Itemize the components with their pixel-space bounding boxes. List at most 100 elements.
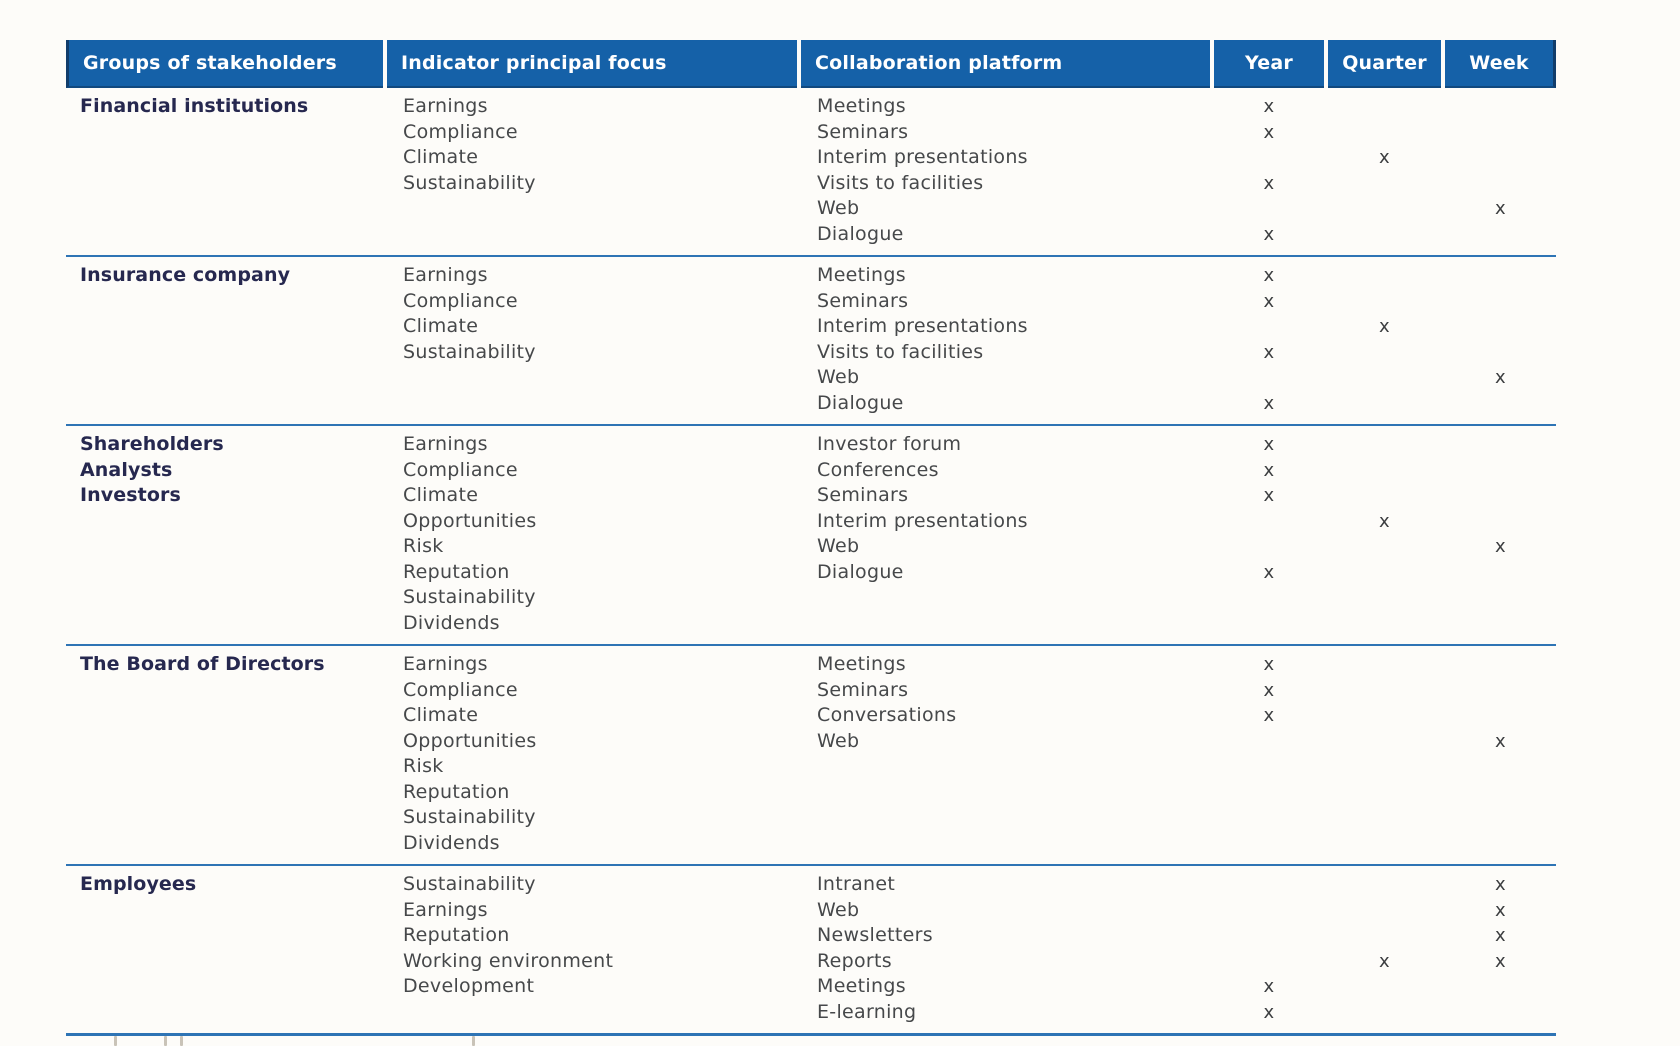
- platform-item: Meetings: [817, 975, 906, 997]
- quarter-mark: x: [1379, 147, 1390, 168]
- year-mark: x: [1263, 392, 1275, 414]
- year-mark: x: [1263, 434, 1275, 455]
- year-mark: [1214, 872, 1324, 898]
- stakeholder-name-cell: Financial institutions: [66, 94, 383, 247]
- stakeholder-name-cell: Employees: [66, 872, 383, 1025]
- week-mark: [1445, 289, 1556, 315]
- column-header-quarter: Quarter: [1328, 40, 1441, 88]
- indicator-item-cell: Earnings Compliance Climate Opportunities Ri…: [387, 652, 797, 856]
- quarter-mark-cell: x: [1328, 94, 1441, 247]
- year-mark: x: [1263, 1001, 1275, 1023]
- week-mark: [1445, 145, 1556, 171]
- quarter-mark: [1328, 171, 1441, 197]
- week-mark-cell: x: [1445, 652, 1556, 856]
- year-mark: [1214, 534, 1324, 560]
- year-mark: [1214, 898, 1324, 924]
- column-header-stakeholders: Groups of stakeholders: [66, 40, 383, 88]
- platform-item: Web: [817, 197, 860, 219]
- indicator-item: Development: [403, 975, 535, 997]
- indicator-item-cell: Earnings Compliance Climate Sustainability: [387, 94, 797, 247]
- platform-item: Web: [817, 729, 860, 752]
- quarter-mark: [1328, 120, 1441, 146]
- year-mark: [1214, 509, 1324, 535]
- week-mark: x: [1495, 367, 1506, 388]
- platform-item: Seminars: [817, 289, 909, 312]
- indicator-item: Dividends: [403, 831, 500, 854]
- year-mark: x: [1263, 223, 1275, 245]
- quarter-mark: [1328, 289, 1441, 315]
- year-mark: x: [1263, 705, 1275, 726]
- week-mark-cell: x: [1445, 432, 1556, 636]
- indicator-item: Climate: [403, 704, 479, 726]
- year-mark: x: [1263, 654, 1275, 675]
- cutoff-letter-top: [180, 1036, 183, 1046]
- indicator-item: Sustainability: [403, 340, 536, 363]
- indicator-item-cell: Sustainability Earnings Reputation Working …: [387, 872, 797, 1025]
- platform-item: Meetings: [817, 653, 906, 675]
- stakeholder-group-row: Financial institutions Earnings Compliance…: [66, 88, 1556, 255]
- platform-item: Web: [817, 535, 860, 557]
- indicator-item: Risk: [403, 535, 444, 557]
- column-header-week: Week: [1445, 40, 1556, 88]
- quarter-mark: [1328, 974, 1441, 1000]
- week-mark: [1445, 263, 1556, 289]
- indicator-item-cell: Earnings Compliance Climate Sustainability: [387, 263, 797, 416]
- quarter-mark: [1328, 652, 1441, 678]
- week-mark: [1445, 171, 1556, 197]
- quarter-mark: [1328, 898, 1441, 924]
- stakeholder-name-cell: Shareholders Analysts Investors: [66, 432, 383, 636]
- quarter-mark: [1328, 432, 1441, 458]
- stakeholder-name: Analysts: [80, 458, 173, 481]
- year-mark: x: [1263, 459, 1275, 481]
- column-header-indicators: Indicator principal focus: [387, 40, 797, 88]
- year-mark: x: [1263, 290, 1275, 312]
- week-mark: x: [1495, 536, 1506, 557]
- week-mark: [1445, 509, 1556, 535]
- year-mark: [1214, 949, 1324, 975]
- week-mark: x: [1495, 950, 1506, 972]
- week-mark: [1445, 703, 1556, 729]
- week-mark: [1445, 222, 1556, 248]
- week-mark: x: [1495, 198, 1506, 219]
- cutoff-letter-top: [472, 1036, 475, 1046]
- year-mark: [1214, 196, 1324, 222]
- platform-item: Visits to facilities: [817, 171, 984, 194]
- platform-item: Newsletters: [817, 924, 933, 946]
- indicator-item: Compliance: [403, 120, 518, 143]
- indicator-item: Earnings: [403, 95, 488, 117]
- indicator-item: Climate: [403, 146, 479, 168]
- platform-item: Meetings: [817, 264, 906, 286]
- week-mark: [1445, 678, 1556, 704]
- stakeholder-name: Shareholders: [80, 433, 224, 455]
- year-mark: x: [1263, 976, 1275, 997]
- stakeholder-name-cell: Insurance company: [66, 263, 383, 416]
- indicator-item: Sustainability: [403, 171, 536, 194]
- platform-item: Visits to facilities: [817, 340, 984, 363]
- week-mark: [1445, 120, 1556, 146]
- quarter-mark: [1328, 263, 1441, 289]
- platform-item: Seminars: [817, 678, 909, 701]
- week-mark: [1445, 652, 1556, 678]
- year-mark: x: [1263, 679, 1275, 701]
- stakeholder-group-row: Insurance company Earnings Compliance Clima…: [66, 255, 1556, 424]
- stakeholder-group-row: The Board of Directors Earnings Compliance…: [66, 644, 1556, 864]
- week-mark: x: [1495, 899, 1506, 921]
- indicator-item: Sustainability: [403, 586, 536, 608]
- week-mark: [1445, 391, 1556, 417]
- table-header-row: Groups of stakeholders Indicator princip…: [66, 40, 1556, 88]
- column-header-year: Year: [1214, 40, 1324, 88]
- week-mark: [1445, 483, 1556, 509]
- year-mark: x: [1263, 265, 1275, 286]
- indicator-item: Reputation: [403, 560, 510, 583]
- platform-item: Intranet: [817, 873, 896, 895]
- platform-item: Web: [817, 366, 860, 388]
- indicator-item: Sustainability: [403, 873, 536, 895]
- quarter-mark: [1328, 365, 1441, 391]
- platform-item: Dialogue: [817, 222, 904, 245]
- quarter-mark: [1328, 222, 1441, 248]
- platform-item: Dialogue: [817, 560, 904, 583]
- platform-item: Web: [817, 898, 860, 921]
- quarter-mark: x: [1379, 316, 1390, 337]
- indicator-item: Dividends: [403, 611, 500, 634]
- quarter-mark: [1328, 340, 1441, 366]
